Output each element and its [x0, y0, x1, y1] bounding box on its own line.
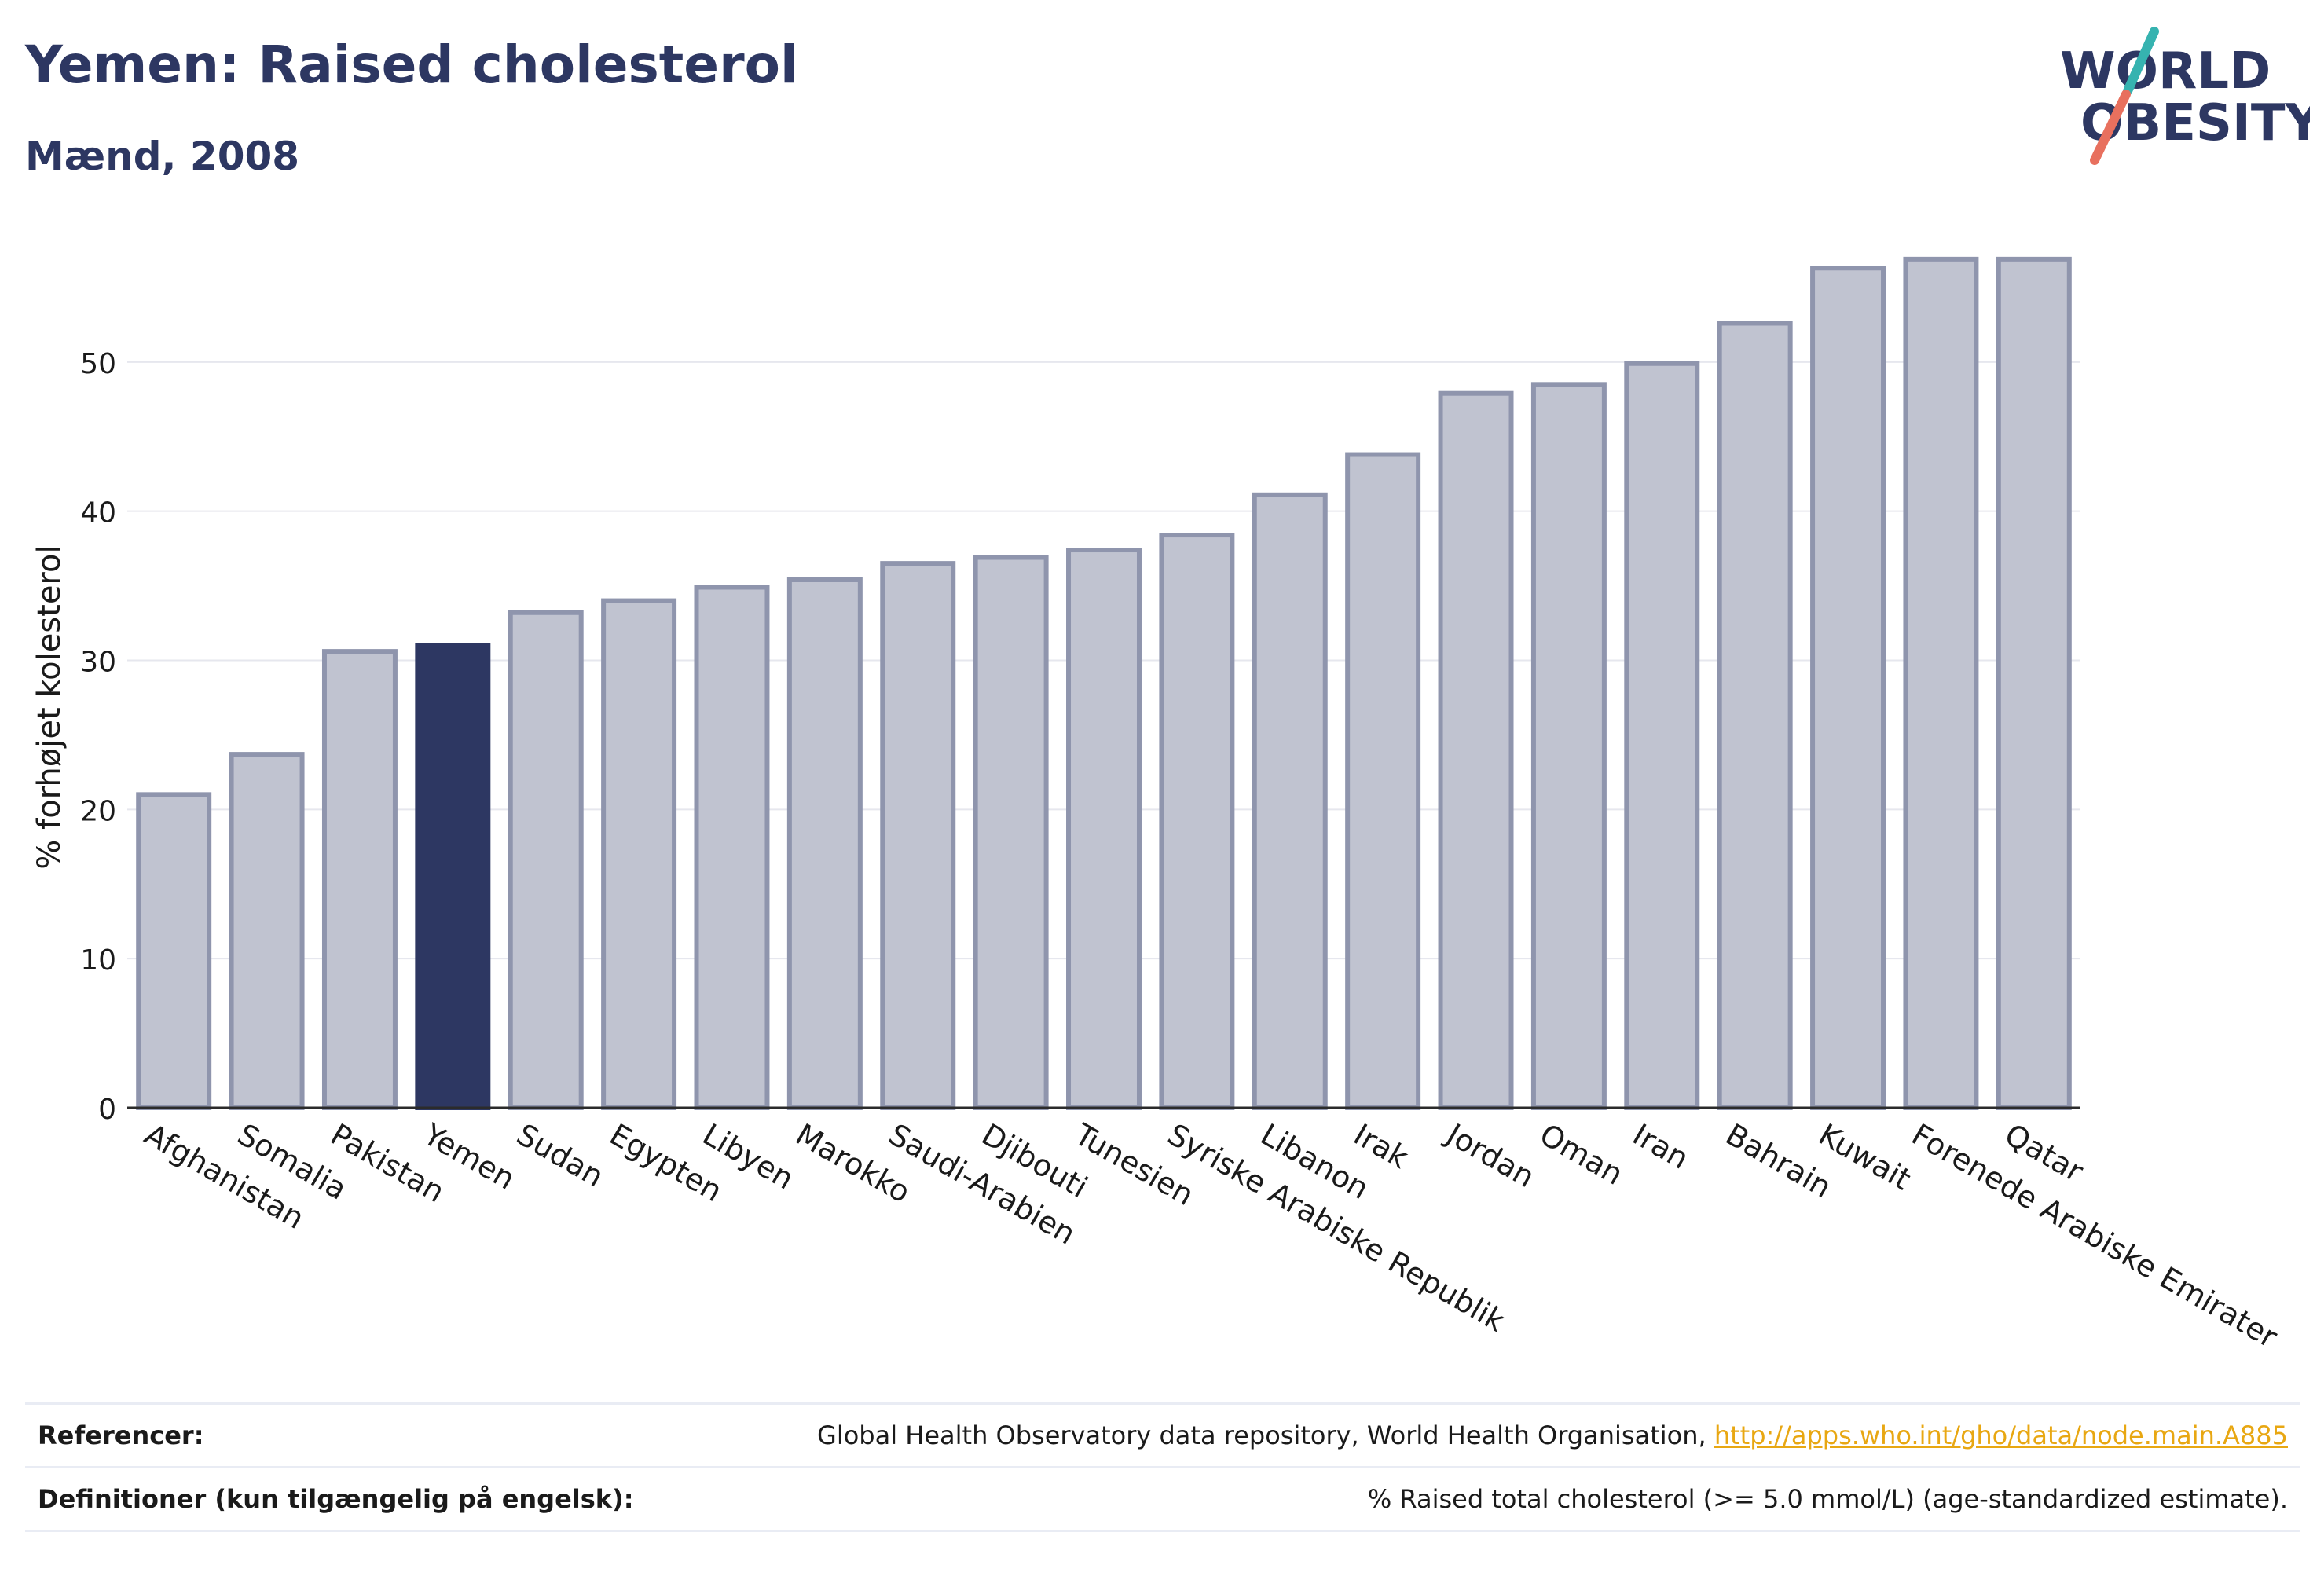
references-text: Global Health Observatory data repositor…: [817, 1420, 1706, 1450]
bar-sudan: [508, 610, 584, 1110]
bar-afghanistan: [136, 792, 212, 1111]
footer-rule-middle: [25, 1466, 2300, 1468]
y-tick-label: 40: [80, 497, 116, 530]
bars: [136, 256, 2072, 1111]
chart-title: Yemen: Raised cholesterol: [25, 35, 798, 95]
definitions-value: % Raised total cholesterol (>= 5.0 mmol/…: [1367, 1484, 2288, 1514]
bar-saudi-arabien: [880, 561, 956, 1110]
x-tick-label: Jordan: [1439, 1116, 1540, 1195]
y-tick-label: 0: [98, 1094, 116, 1126]
logo-slash-teal: [2123, 27, 2159, 96]
footer-rule-bottom: [25, 1530, 2300, 1532]
logo-slash-coral: [2090, 90, 2131, 165]
y-tick-label: 50: [80, 348, 116, 380]
logo-text-world: WORLD: [2060, 42, 2271, 101]
y-tick-label: 30: [80, 647, 116, 679]
references-row: Referencer: Global Health Observatory da…: [25, 1405, 2300, 1466]
x-tick-label: Forenede Arabiske Emirater: [1906, 1117, 2283, 1355]
bar-marokko: [786, 577, 863, 1110]
bar-bahrain: [1717, 321, 1793, 1110]
bar-syriske-arabiske-republik: [1159, 533, 1235, 1110]
bar-yemen: [415, 643, 491, 1110]
world-obesity-logo: WORLD OBESITY: [2060, 27, 2310, 165]
chart-subtitle: Mænd, 2008: [25, 134, 300, 179]
bar-djibouti: [973, 555, 1049, 1110]
footer-rule-top: [25, 1402, 2300, 1405]
bar-libanon: [1252, 492, 1328, 1110]
bar-irak: [1345, 452, 1421, 1110]
references-link[interactable]: http://apps.who.int/gho/data/node.main.A…: [1714, 1420, 2288, 1450]
bar-somalia: [229, 752, 305, 1110]
bar-forenede-arabiske-emirater: [1903, 256, 1979, 1111]
references-value: Global Health Observatory data repositor…: [817, 1420, 2288, 1450]
bar-libyen: [694, 585, 770, 1110]
x-tick-label: Iran: [1627, 1117, 1695, 1176]
bar-jordan: [1438, 390, 1514, 1110]
bar-pakistan: [321, 649, 398, 1110]
bar-kuwait: [1810, 266, 1886, 1110]
bar-chart: 0 10 20 30 40 50 AfghanistanSomaliaPakistanYe…: [31, 256, 2284, 1355]
y-tick-label: 20: [80, 795, 116, 827]
bar-oman: [1530, 382, 1607, 1110]
y-axis-ticks: 0 10 20 30 40 50: [80, 348, 116, 1126]
bar-iran: [1624, 361, 1700, 1110]
definitions-label: Definitioner (kun tilgængelig på engelsk…: [38, 1484, 634, 1514]
bar-qatar: [1996, 256, 2072, 1111]
y-tick-label: 10: [80, 944, 116, 977]
bar-egypten: [601, 598, 677, 1110]
y-axis-label: % forhøjet kolesterol: [31, 544, 68, 869]
x-axis-labels: AfghanistanSomaliaPakistanYemenSudanEgyp…: [139, 1116, 2284, 1355]
x-tick-label: Bahrain: [1720, 1117, 1837, 1205]
definitions-row: Definitioner (kun tilgængelig på engelsk…: [25, 1468, 2300, 1530]
x-tick-label: Oman: [1534, 1117, 1629, 1192]
x-tick-label: Sudan: [511, 1117, 610, 1194]
references-label: Referencer:: [38, 1420, 204, 1450]
bar-tunesien: [1066, 548, 1142, 1110]
